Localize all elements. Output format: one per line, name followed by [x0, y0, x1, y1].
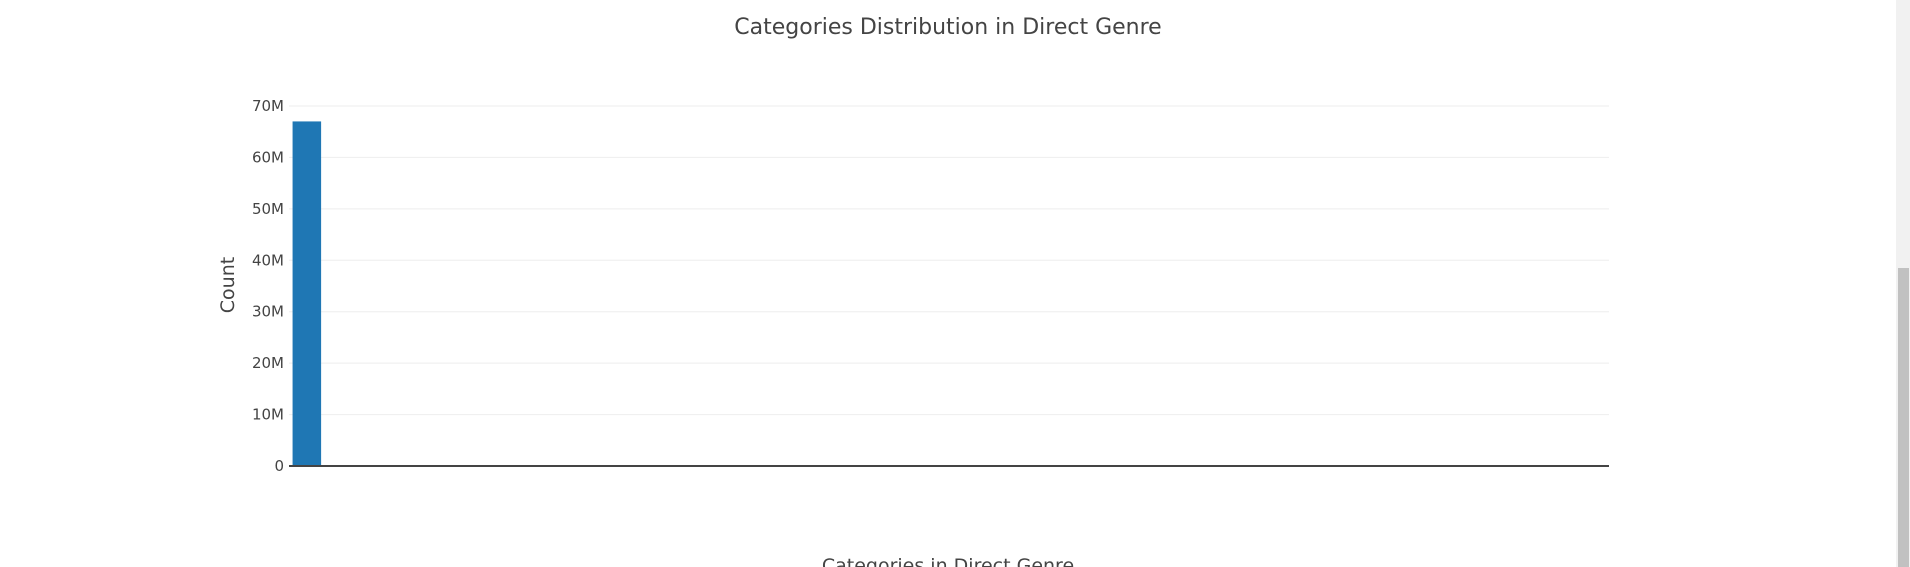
x-tick-label: other_infrastructure [1082, 478, 1101, 567]
x-tick-label: missing_people [1224, 478, 1243, 567]
x-tick-label: tools [1511, 478, 1529, 514]
x-tick-label: fire [1475, 478, 1493, 503]
y-tick-label: 20M [252, 354, 284, 372]
x-tick-label: request [405, 478, 423, 535]
y-tick-label: 60M [252, 148, 284, 166]
y-tick-label: 30M [252, 303, 284, 321]
bar [292, 121, 322, 466]
x-tick-label: floods [869, 478, 887, 523]
y-tick-label: 70M [252, 97, 284, 115]
x-tick-label: offer [1404, 478, 1422, 514]
y-tick-label: 50M [252, 200, 284, 218]
x-tick-label: child_alone [1581, 478, 1600, 562]
x-tick-label: related [334, 478, 352, 531]
chart-title: Categories Distribution in Direct Genre [734, 15, 1161, 40]
x-tick-label: refugees [1118, 478, 1136, 544]
x-tick-label: hospitals [1368, 478, 1386, 545]
x-tick-label: infrastructure_related [796, 478, 815, 567]
x-tick-label: clothing [940, 478, 958, 538]
x-axis-title: Categories in Direct Genre [822, 555, 1074, 567]
x-tick-label: cold [1332, 478, 1350, 509]
x-tick-label: search_and_rescue [975, 478, 994, 567]
x-tick-label: electricity [1261, 478, 1279, 552]
x-tick-label: other_aid [511, 478, 530, 548]
x-tick-label: aid_related [368, 478, 387, 561]
x-tick-label: medical_products [725, 478, 744, 567]
x-tick-label: aid_centers [1296, 478, 1315, 565]
x-tick-label: other_weather [1046, 478, 1065, 567]
x-tick-label: medical_help [689, 478, 708, 567]
x-tick-label: storm [833, 478, 851, 521]
x-tick-label: money [1154, 478, 1172, 530]
x-tick-label: shelter [583, 478, 601, 531]
y-tick-label: 0 [274, 457, 284, 475]
x-tick-label: weather_related [547, 478, 566, 567]
x-tick-label: direct_report [440, 478, 459, 567]
scrollbar-thumb[interactable] [1898, 268, 1909, 567]
x-tick-label: shops [1546, 478, 1564, 522]
x-tick-label: earthquake [655, 478, 673, 564]
y-tick-label: 10M [252, 406, 284, 424]
x-tick-label: military [1439, 478, 1457, 535]
x-tick-label: transport [1011, 478, 1029, 547]
y-tick-label: 40M [252, 251, 284, 269]
x-tick-label: id [298, 478, 316, 492]
x-tick-label: death [904, 478, 922, 521]
y-axis-title: Count [217, 257, 239, 313]
x-tick-label: buildings [762, 478, 780, 546]
x-tick-label: security [1190, 478, 1208, 538]
x-tick-label: food [476, 478, 494, 511]
x-tick-label: water [619, 478, 637, 522]
